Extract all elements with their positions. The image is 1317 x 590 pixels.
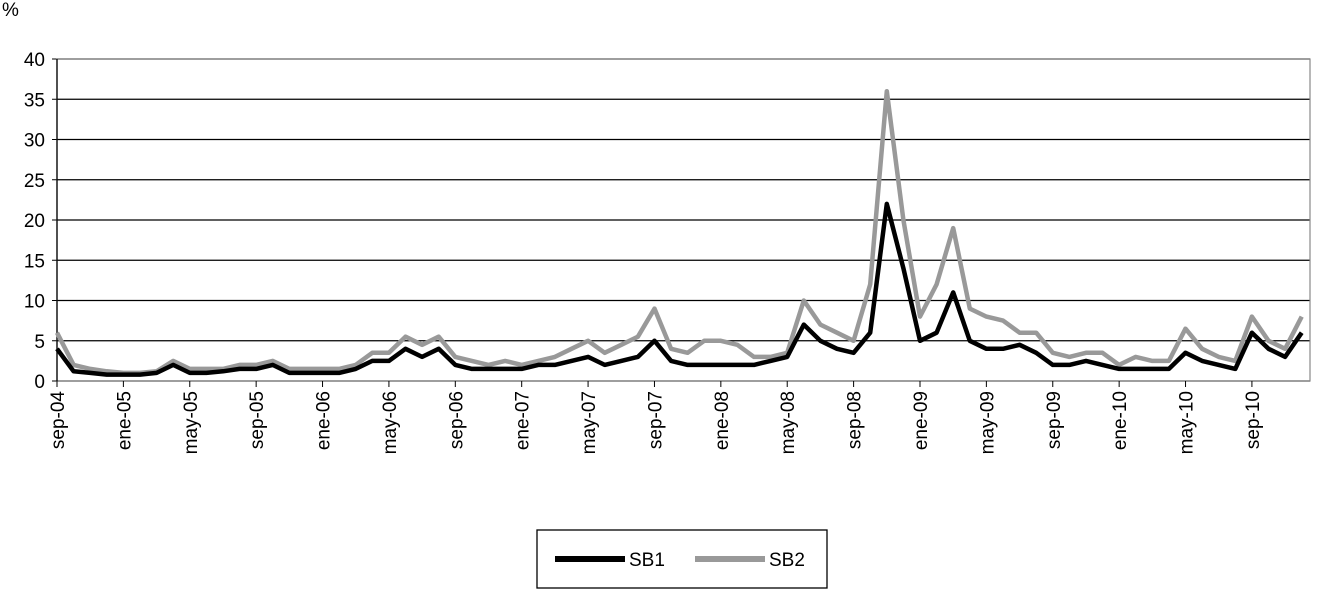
y-tick-label: 15 bbox=[24, 251, 45, 272]
x-tick-label: sep-05 bbox=[247, 391, 268, 449]
x-tick-label: sep-04 bbox=[48, 391, 69, 450]
x-tick-label: ene-09 bbox=[911, 391, 932, 450]
x-tick-label: ene-05 bbox=[114, 391, 135, 450]
x-tick-label: may-09 bbox=[977, 391, 998, 454]
x-tick-label: may-08 bbox=[778, 391, 799, 454]
y-tick-label: 5 bbox=[34, 332, 45, 353]
legend-label: SB2 bbox=[769, 550, 805, 571]
x-tick-label: ene-08 bbox=[712, 391, 733, 450]
y-tick-label: 0 bbox=[34, 372, 45, 393]
x-tick-label: may-06 bbox=[380, 391, 401, 454]
x-tick-label: ene-06 bbox=[314, 391, 335, 450]
y-tick-label: 20 bbox=[24, 211, 45, 232]
x-tick-label: may-05 bbox=[181, 391, 202, 454]
x-tick-label: sep-10 bbox=[1243, 391, 1264, 449]
y-tick-label: 10 bbox=[24, 292, 45, 313]
legend-label: SB1 bbox=[629, 550, 665, 571]
y-tick-label: 30 bbox=[24, 131, 45, 152]
x-tick-label: sep-07 bbox=[645, 391, 666, 449]
series-line bbox=[55, 201, 1304, 377]
x-tick-label: sep-06 bbox=[446, 391, 467, 449]
x-tick-label: ene-07 bbox=[513, 391, 534, 450]
x-tick-label: sep-08 bbox=[845, 391, 866, 449]
y-tick-label: 35 bbox=[24, 90, 45, 111]
x-tick-label: sep-09 bbox=[1044, 391, 1065, 449]
series-line bbox=[55, 88, 1304, 376]
x-tick-label: may-10 bbox=[1177, 391, 1198, 454]
y-tick-label: 40 bbox=[24, 50, 45, 71]
x-tick-label: may-07 bbox=[579, 391, 600, 454]
y-axis-label: % bbox=[2, 0, 19, 21]
y-tick-label: 25 bbox=[24, 171, 45, 192]
x-tick-label: ene-10 bbox=[1110, 391, 1131, 450]
